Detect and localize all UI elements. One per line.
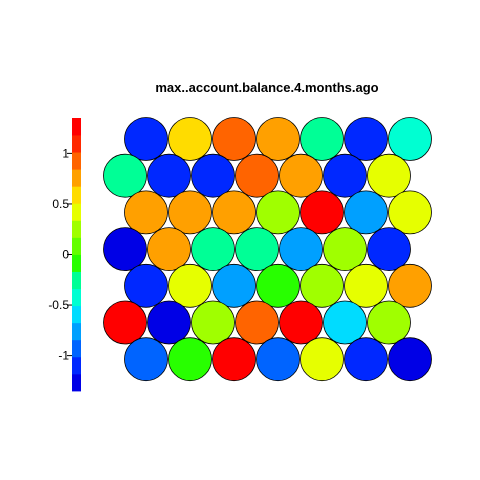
color-scale-swatch [72,237,81,255]
som-node [300,190,344,235]
color-scale-swatch [72,186,81,204]
color-scale-swatch [72,322,81,341]
som-node [124,263,168,308]
som-node [279,227,323,272]
som-node [212,263,256,308]
som-node [168,117,212,161]
som-node [235,153,279,198]
som-node [124,190,168,235]
color-scale-swatch [72,203,81,221]
som-node [300,263,344,308]
color-scale-tick-label: -0.5 [48,298,69,312]
som-node [323,300,367,345]
som-node [191,227,235,272]
color-scale-swatch [72,356,81,375]
color-scale-swatch [72,152,81,170]
color-scale-swatch [72,118,81,136]
som-node [323,153,367,198]
som-node [323,227,367,272]
som-node [212,190,256,235]
color-scale-swatch [72,220,81,238]
som-node [344,263,388,308]
som-node [367,300,411,345]
color-scale-swatch [72,373,81,392]
color-scale-swatch [72,135,81,153]
som-node [300,117,344,161]
color-scale-swatch [72,271,81,290]
som-node [147,300,191,345]
som-node [235,300,279,345]
som-node [147,153,191,198]
color-scale-legend [72,118,81,392]
som-node-grid [103,117,432,382]
color-scale-swatch [72,169,81,187]
som-node [300,337,344,382]
som-node [256,117,300,161]
som-node [212,117,256,161]
som-node [168,337,212,382]
som-node [367,227,411,272]
som-node [388,337,432,382]
som-node [256,190,300,235]
som-node [103,153,147,198]
color-scale-ticks: 1 0.5 0 -0.5 -1 [48,146,72,363]
som-node [388,117,432,161]
som-node [388,263,432,308]
som-node [256,337,300,382]
color-scale-swatch [72,254,81,272]
som-node [168,190,212,235]
som-node [367,153,411,198]
som-node [256,263,300,308]
color-scale-tick-label: -1 [58,349,69,363]
som-node [388,190,432,235]
color-scale-swatch [72,339,81,358]
color-scale-tick-label: 0.5 [52,197,69,211]
som-node [344,337,388,382]
color-scale-swatch [72,288,81,307]
som-node [191,153,235,198]
som-node [147,227,191,272]
som-node [344,117,388,161]
som-node [124,337,168,382]
color-scale-swatch [72,305,81,324]
som-node [168,263,212,308]
som-node [103,227,147,272]
color-scale-tick-label: 1 [62,146,69,160]
som-node [124,117,168,161]
som-node [344,190,388,235]
som-node [279,153,323,198]
color-scale-tick-label: 0 [62,248,69,262]
chart-title: max..account.balance.4.months.ago [155,80,378,95]
som-node [212,337,256,382]
som-node [235,227,279,272]
som-node [191,300,235,345]
som-node [279,300,323,345]
som-node [103,300,147,345]
